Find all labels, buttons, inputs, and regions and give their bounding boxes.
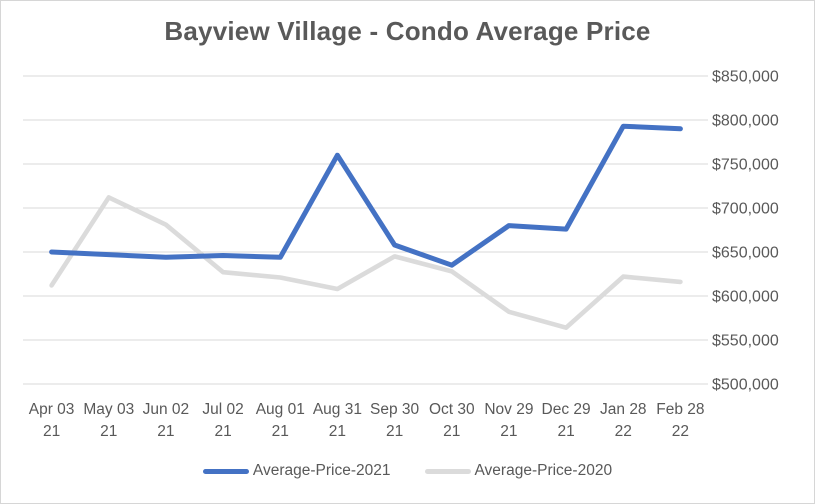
svg-text:Feb 28: Feb 28 [656, 401, 704, 418]
series-line-average-price-2020 [49, 195, 683, 331]
svg-text:21: 21 [386, 423, 403, 440]
svg-text:Jun 02: Jun 02 [143, 401, 190, 418]
svg-text:$850,000: $850,000 [712, 69, 779, 86]
svg-text:22: 22 [615, 423, 632, 440]
legend-label-2020: Average-Price-2020 [474, 462, 613, 479]
svg-text:Apr 03: Apr 03 [29, 401, 75, 418]
svg-text:$700,000: $700,000 [712, 201, 779, 218]
svg-text:21: 21 [214, 423, 231, 440]
series-line-average-price-2021 [49, 123, 683, 268]
legend-swatch-2020-icon [424, 468, 471, 474]
svg-text:21: 21 [157, 423, 174, 440]
svg-text:$600,000: $600,000 [712, 289, 779, 306]
svg-text:21: 21 [272, 423, 289, 440]
gridlines [23, 75, 708, 385]
svg-text:21: 21 [100, 423, 117, 440]
svg-text:Nov 29: Nov 29 [484, 401, 533, 418]
svg-text:Sep 30: Sep 30 [370, 401, 420, 418]
svg-text:21: 21 [43, 423, 60, 440]
svg-text:May 03: May 03 [83, 401, 134, 418]
svg-text:22: 22 [672, 423, 689, 440]
svg-text:21: 21 [329, 423, 346, 440]
svg-text:$750,000: $750,000 [712, 157, 779, 174]
svg-text:21: 21 [443, 423, 460, 440]
svg-text:Aug 01: Aug 01 [256, 401, 305, 418]
svg-text:$500,000: $500,000 [712, 377, 779, 394]
svg-text:Aug 31: Aug 31 [313, 401, 362, 418]
svg-text:$800,000: $800,000 [712, 113, 779, 130]
legend-item-average-price-2021: Average-Price-2021 [202, 462, 391, 480]
x-axis-labels: Apr 03 21 May 03 21 Jun 02 21 Jul 02 21 Aug 01 21… [29, 401, 705, 440]
chart-legend: Average-Price-2021 Average-Price-2020 [1, 462, 814, 480]
y-axis-labels: $500,000 $550,000 $600,000 $650,000 $700,000… [712, 69, 779, 394]
svg-text:Jan 28: Jan 28 [600, 401, 647, 418]
svg-text:$650,000: $650,000 [712, 245, 779, 262]
svg-text:Jul 02: Jul 02 [202, 401, 243, 418]
svg-text:21: 21 [557, 423, 574, 440]
svg-text:21: 21 [500, 423, 517, 440]
legend-label-2021: Average-Price-2021 [252, 462, 391, 479]
series-lines [49, 123, 683, 331]
legend-item-average-price-2020: Average-Price-2020 [424, 462, 613, 480]
svg-text:Oct 30: Oct 30 [429, 401, 475, 418]
svg-text:Dec 29: Dec 29 [542, 401, 591, 418]
chart-title: Bayview Village - Condo Average Price [164, 16, 651, 46]
svg-text:$550,000: $550,000 [712, 333, 779, 350]
legend-swatch-2021-icon [202, 468, 249, 474]
